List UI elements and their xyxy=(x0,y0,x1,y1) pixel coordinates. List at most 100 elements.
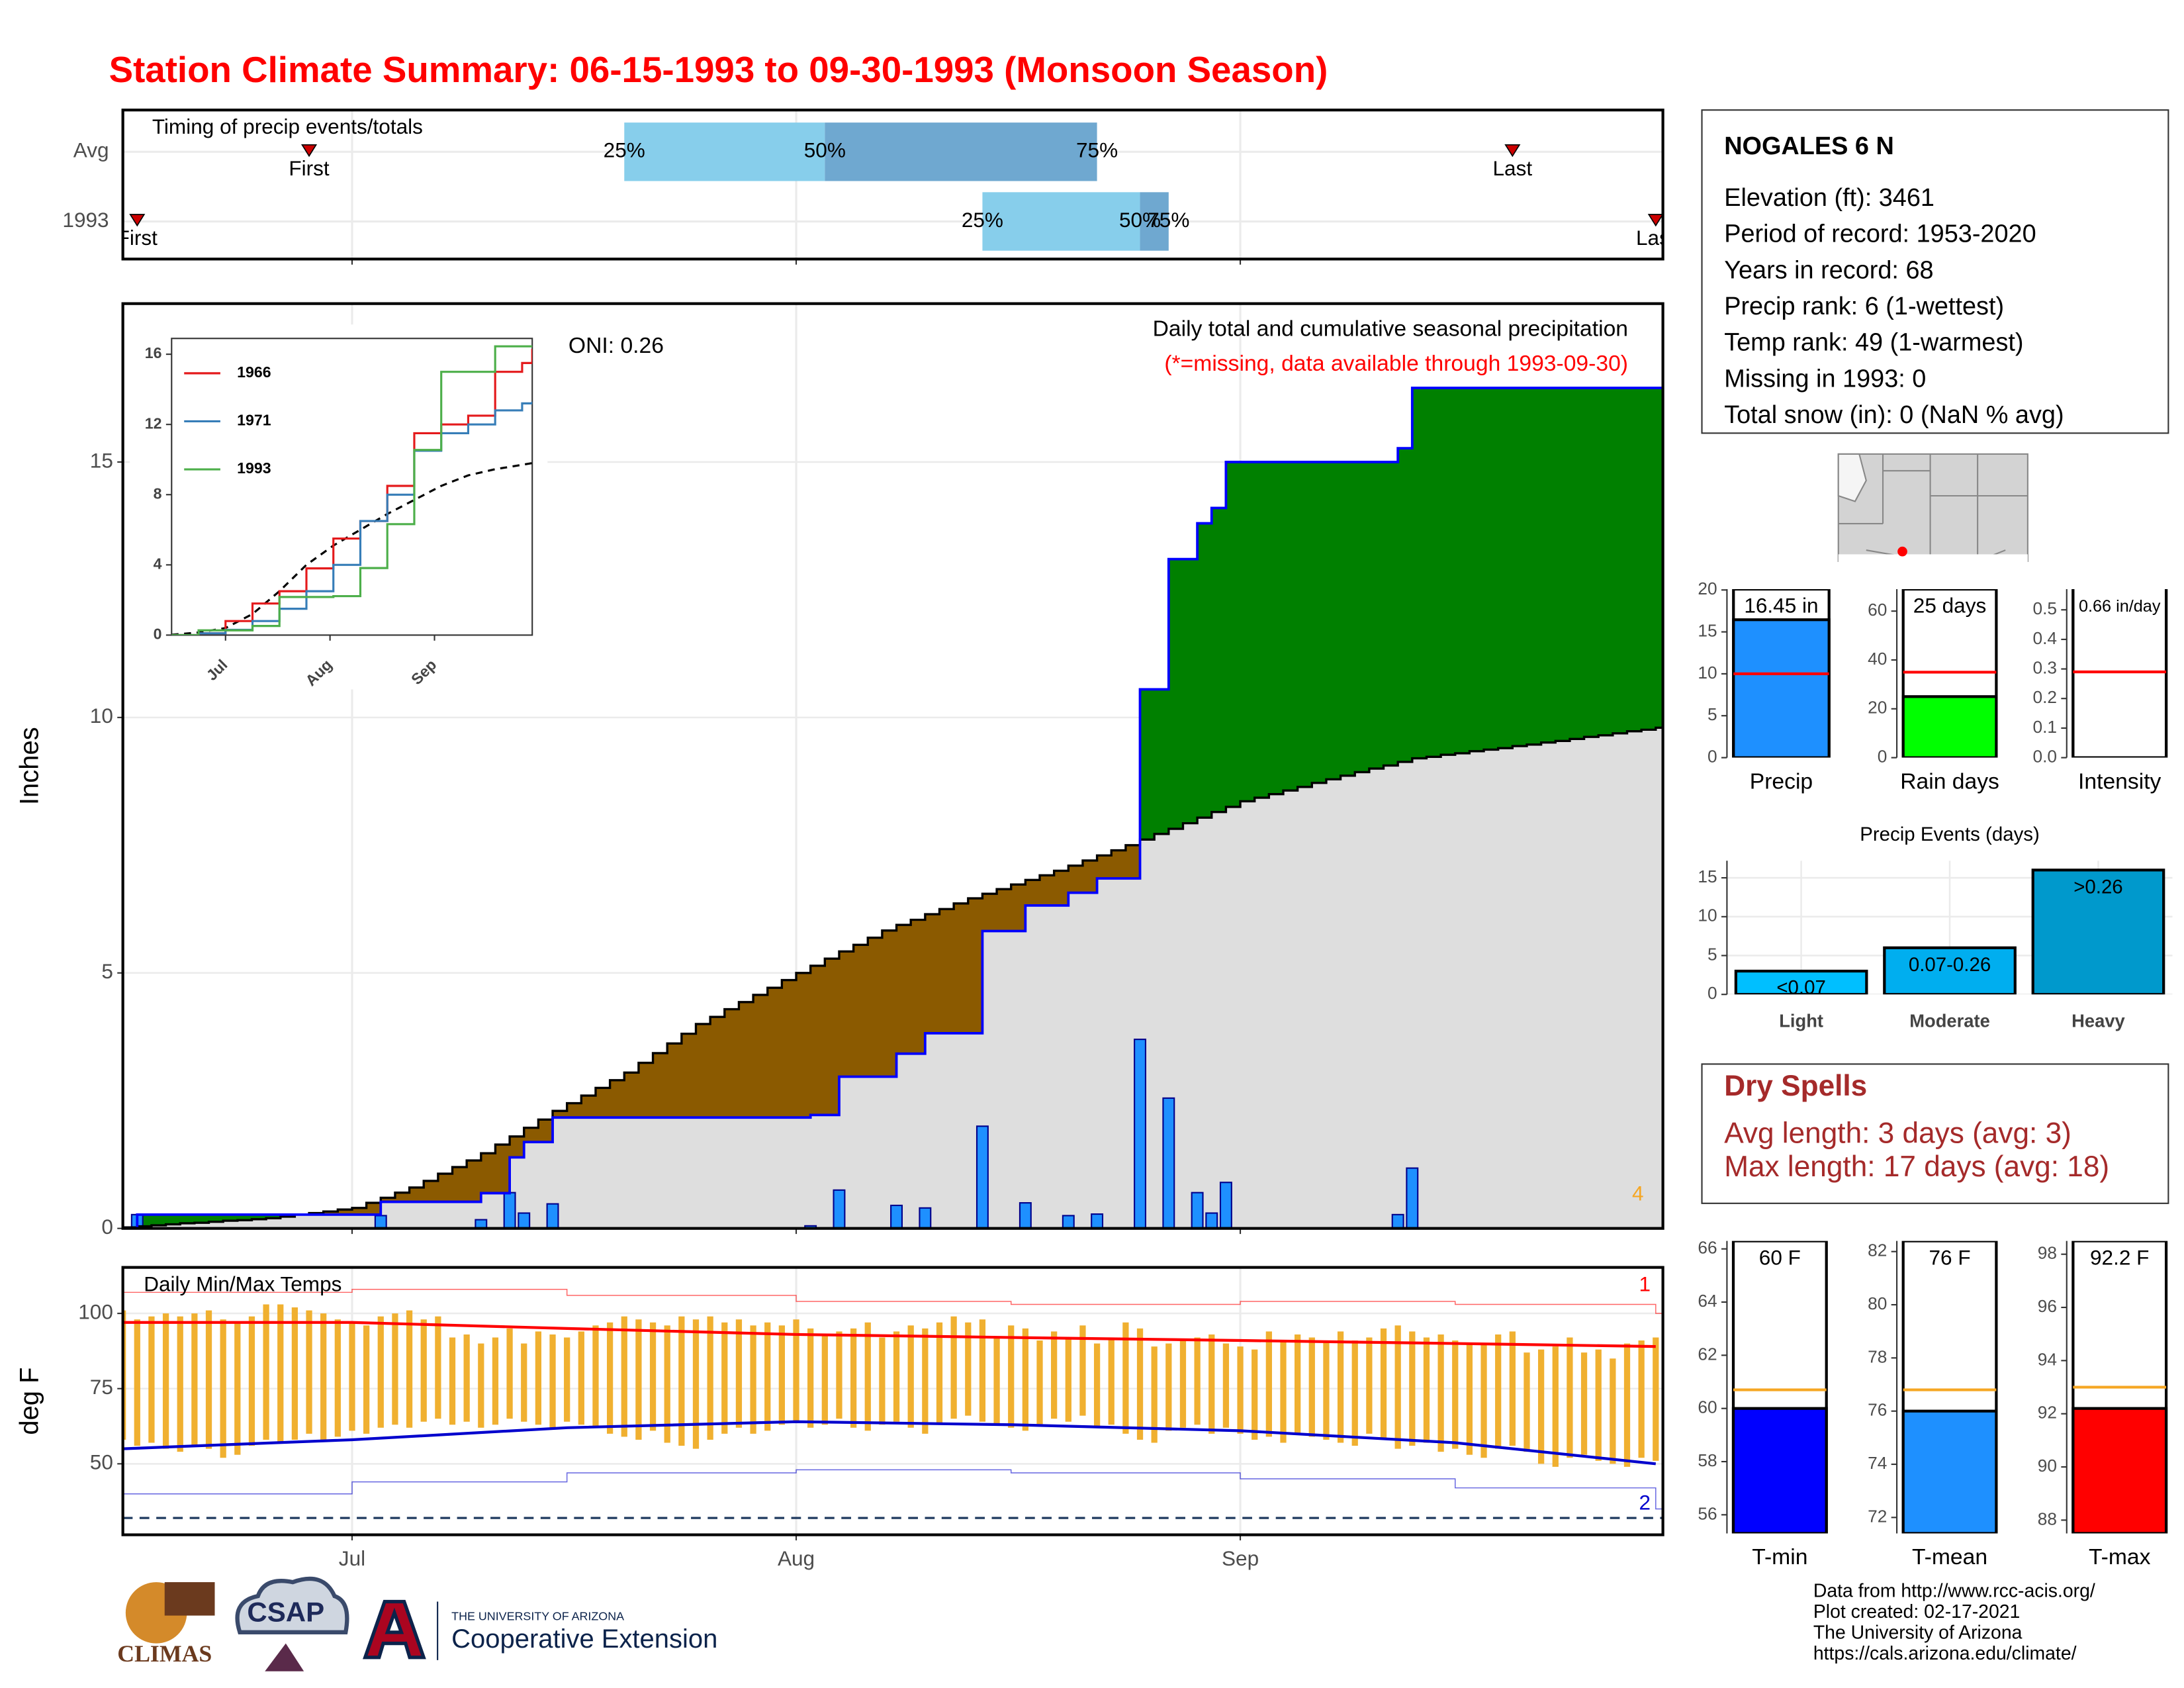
note: (*=missing, data available through 1993-… xyxy=(1164,352,1628,376)
temp-range-bar xyxy=(936,1322,943,1425)
temp-range-bar xyxy=(478,1343,484,1428)
temp-range-bar xyxy=(864,1322,871,1431)
quantile-bar xyxy=(982,192,1140,251)
plot-area: 60 F xyxy=(1731,1241,1828,1534)
avg-min-line xyxy=(122,1420,1657,1466)
temp-range-bar xyxy=(793,1319,799,1422)
footer-line: Data from http://www.rcc-acis.org/ xyxy=(1813,1580,2095,1601)
csap-mountain xyxy=(265,1643,304,1671)
temp-range-bar xyxy=(1437,1334,1444,1452)
event-label: Last xyxy=(1493,156,1533,180)
station-box xyxy=(1701,109,2169,434)
plot-area: 16.45 in xyxy=(1732,588,1831,758)
temp-range-bar xyxy=(162,1313,169,1449)
event-marker xyxy=(301,144,318,158)
daily-bar xyxy=(833,1189,846,1229)
quantile-label: 25% xyxy=(962,208,1003,232)
temp-range-bar xyxy=(1265,1331,1272,1437)
dry-spell-line: Avg length: 3 days (avg: 3) xyxy=(1724,1117,2071,1149)
temp-range-bar xyxy=(263,1304,269,1440)
daily-bar xyxy=(475,1219,488,1229)
temp-range-bar xyxy=(1638,1340,1645,1458)
temp-range-bar xyxy=(377,1316,384,1428)
daily-bar xyxy=(1062,1215,1075,1229)
panel-title: Timing of precip events/totals xyxy=(152,115,423,138)
bar xyxy=(2071,1407,2168,1534)
y-tick-label: 62 xyxy=(1698,1344,1717,1364)
temp-range-bar xyxy=(363,1325,370,1434)
daily-bar xyxy=(1091,1213,1104,1229)
x-tick-label: Sep xyxy=(1222,1546,1259,1570)
y-tick-label: 56 xyxy=(1698,1503,1717,1523)
value-label: 16.45 in xyxy=(1744,594,1818,618)
map-ocean xyxy=(1837,453,1867,502)
temp-range-bar xyxy=(750,1325,756,1434)
bar xyxy=(1883,946,2017,995)
daily-bar xyxy=(546,1203,559,1229)
daily-bar xyxy=(1191,1192,1204,1229)
bar-label: >0.26 xyxy=(2073,876,2123,898)
category-label: Heavy xyxy=(2071,1011,2125,1031)
temp-range-bar xyxy=(778,1325,786,1425)
footer-line: The University of Arizona xyxy=(1813,1622,2023,1643)
corner-label: 4 xyxy=(1632,1182,1644,1205)
temp-range-bar xyxy=(907,1325,914,1428)
temp-range-bar xyxy=(1151,1346,1158,1443)
event-label: First xyxy=(117,226,158,250)
temp-range-bar xyxy=(979,1319,986,1422)
daily-bar xyxy=(976,1125,989,1229)
y-axis-title: Inches xyxy=(15,727,44,805)
y-tick-label: 92 xyxy=(2038,1403,2057,1423)
bar xyxy=(1734,969,1868,995)
temp-range-bar xyxy=(406,1310,413,1428)
quantile-label: 25% xyxy=(604,138,645,162)
event-label: Last xyxy=(1636,226,1676,250)
record-min-line xyxy=(122,1469,1663,1510)
value-label: 25 days xyxy=(1913,594,1987,618)
y-tick-label: 15 xyxy=(1698,867,1717,886)
y-tick-label: 15 xyxy=(1698,621,1717,641)
category-label: Rain days xyxy=(1900,769,1999,794)
temp-range-bar xyxy=(392,1313,398,1425)
map xyxy=(1837,453,2028,563)
station-line: Precip rank: 6 (1-wettest) xyxy=(1724,293,2004,320)
plot-area: 92.2 F xyxy=(2071,1241,2168,1534)
temp-range-bar xyxy=(1538,1349,1545,1464)
value-label: 92.2 F xyxy=(2090,1245,2149,1269)
event-marker xyxy=(1504,144,1521,158)
temp-range-bar xyxy=(735,1319,743,1428)
daily-bar xyxy=(919,1207,932,1229)
temp-range-bar xyxy=(606,1322,614,1434)
daily-bar xyxy=(374,1215,387,1229)
temp-range-bar xyxy=(1093,1343,1101,1428)
temp-range-bar xyxy=(1065,1337,1071,1422)
y-tick-label: 40 xyxy=(1868,649,1887,669)
y-tick-label: 80 xyxy=(1868,1293,1887,1313)
plot-area: ONI: 0.26 Daily total and cumulative seas… xyxy=(122,303,1663,1229)
daily-bar xyxy=(890,1204,903,1229)
station-lines: Elevation (ft): 3461 Period of record: 19… xyxy=(1724,184,2064,429)
csap-cloud xyxy=(235,1576,349,1634)
temp-range-bar xyxy=(1337,1331,1344,1443)
temp-range-bar xyxy=(177,1316,183,1452)
y-tick-label: 0 xyxy=(1878,746,1888,766)
value-label: 60 F xyxy=(1759,1245,1801,1269)
legend-label: 1966 xyxy=(237,363,271,381)
ua-logo xyxy=(363,1599,426,1660)
y-tick-label: 64 xyxy=(1698,1291,1717,1311)
panel-title: Daily Min/Max Temps xyxy=(144,1272,341,1295)
y-tick-label: 0.1 xyxy=(2032,717,2057,737)
temp-range-bar xyxy=(535,1331,542,1425)
y-tick-label: 0.0 xyxy=(2032,746,2057,766)
y-tick-label: 8 xyxy=(154,485,162,502)
y-tick-label: 94 xyxy=(2038,1349,2057,1369)
category-label: T-min xyxy=(1752,1545,1807,1570)
temp-range-bar xyxy=(1610,1358,1616,1464)
temp-range-bar xyxy=(1280,1340,1287,1443)
quantile-label: 50% xyxy=(804,138,846,162)
temp-range-bar xyxy=(664,1325,670,1443)
inset-plot xyxy=(171,338,533,636)
bar xyxy=(1732,618,1831,758)
temp-range-bar xyxy=(1380,1328,1387,1440)
